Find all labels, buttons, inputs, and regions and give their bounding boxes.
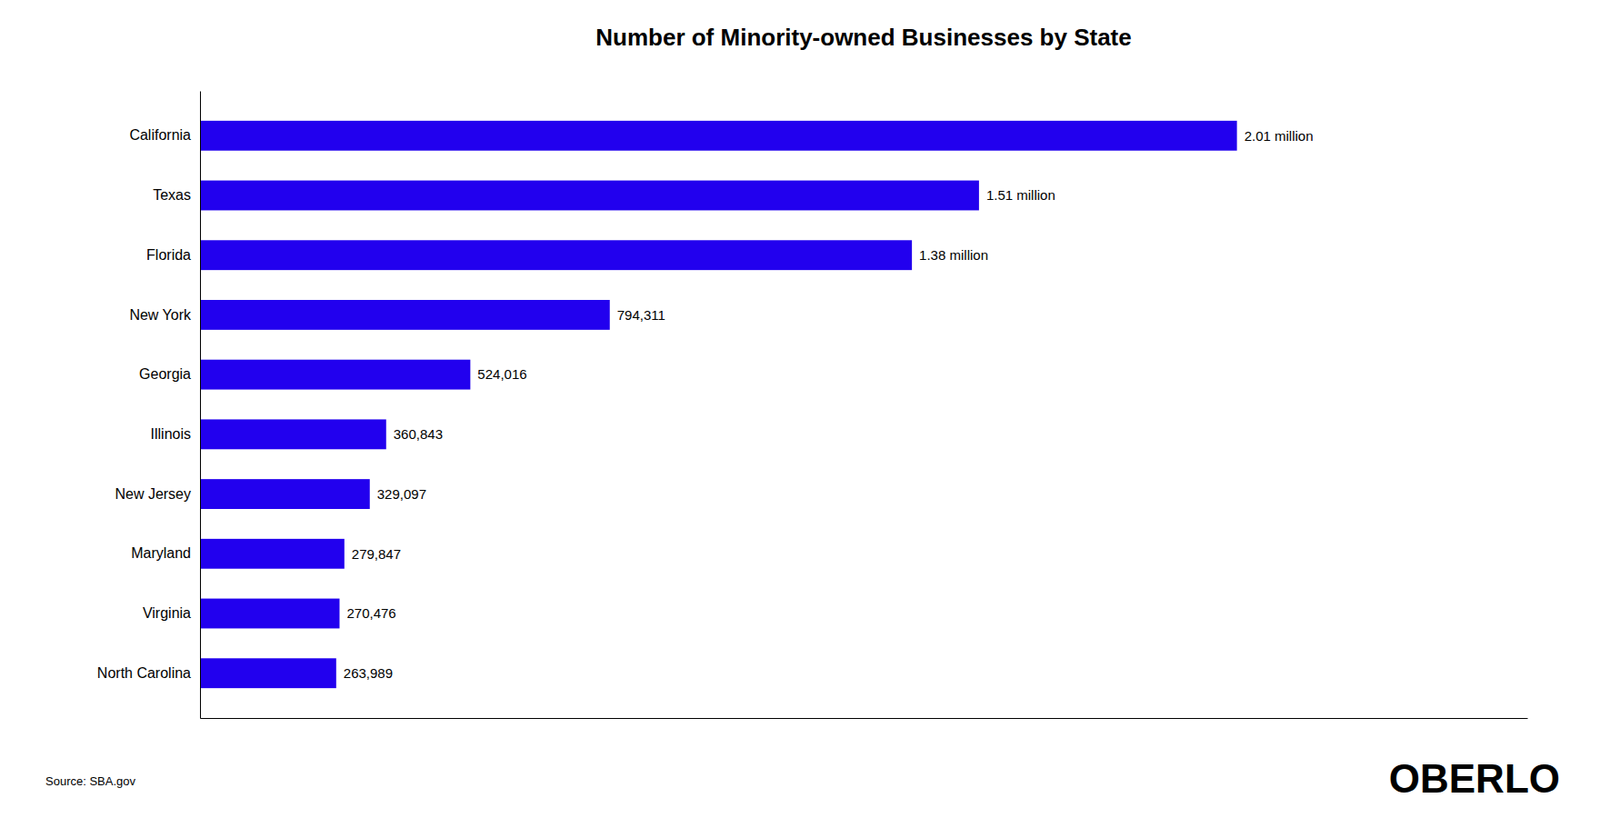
bar xyxy=(200,240,912,270)
data-label: 329,097 xyxy=(377,486,427,502)
bar xyxy=(200,419,387,450)
y-axis: California Texas Florida New York Georgia Ill… xyxy=(97,91,201,720)
chart: California Texas Florida New York Georgia Ill… xyxy=(0,0,1600,818)
source-note: Source: SBA.gov xyxy=(45,774,136,789)
bar xyxy=(200,599,340,630)
bar xyxy=(200,360,470,390)
data-label: 1.38 million xyxy=(919,247,989,263)
plot: California Texas Florida New York Georgia Ill… xyxy=(97,91,1529,720)
data-label: 279,847 xyxy=(351,546,401,562)
data-label: 270,476 xyxy=(346,605,396,621)
data-label: 360,843 xyxy=(393,426,443,442)
y-tick: New Jersey xyxy=(114,486,200,502)
y-tick: Texas xyxy=(152,187,200,203)
y-tick-label: Georgia xyxy=(139,366,191,382)
y-tick-label: Florida xyxy=(146,247,191,263)
data-label: 263,989 xyxy=(343,665,393,681)
data-label: 524,016 xyxy=(477,366,527,382)
bar xyxy=(200,300,610,330)
y-tick: California xyxy=(129,127,200,143)
y-tick: New York xyxy=(129,307,200,323)
bar xyxy=(200,479,370,510)
bar xyxy=(200,539,345,570)
bars xyxy=(200,120,1238,689)
x-axis xyxy=(200,718,1529,720)
title: Number of Minority-owned Businesses by S… xyxy=(595,23,1131,51)
y-tick-label: New York xyxy=(129,307,192,323)
y-tick: Florida xyxy=(146,247,200,263)
bar xyxy=(200,180,980,211)
data-label: 794,311 xyxy=(617,307,666,323)
data-label: 2.01 million xyxy=(1244,128,1314,144)
x-axis-line xyxy=(200,718,1529,720)
y-tick-label: California xyxy=(129,127,191,143)
brand: OBERLO xyxy=(1389,756,1560,801)
data-labels: 2.01 million 1.51 million 1.38 million 794,… xyxy=(343,128,1314,681)
y-tick: Virginia xyxy=(142,605,200,621)
y-axis-line xyxy=(200,91,201,720)
y-tick: Georgia xyxy=(139,366,200,382)
data-label: 1.51 million xyxy=(986,187,1056,203)
bar xyxy=(200,658,337,689)
y-tick-label: New Jersey xyxy=(114,486,191,502)
y-tick-label: North Carolina xyxy=(97,665,191,681)
y-tick: Maryland xyxy=(130,545,200,561)
y-tick-label: Virginia xyxy=(142,605,191,621)
y-tick-label: Maryland xyxy=(130,545,191,561)
y-tick-label: Illinois xyxy=(150,426,191,442)
y-tick: North Carolina xyxy=(97,665,200,681)
y-tick-label: Texas xyxy=(152,187,191,203)
bar xyxy=(200,120,1238,151)
y-tick: Illinois xyxy=(150,426,200,442)
